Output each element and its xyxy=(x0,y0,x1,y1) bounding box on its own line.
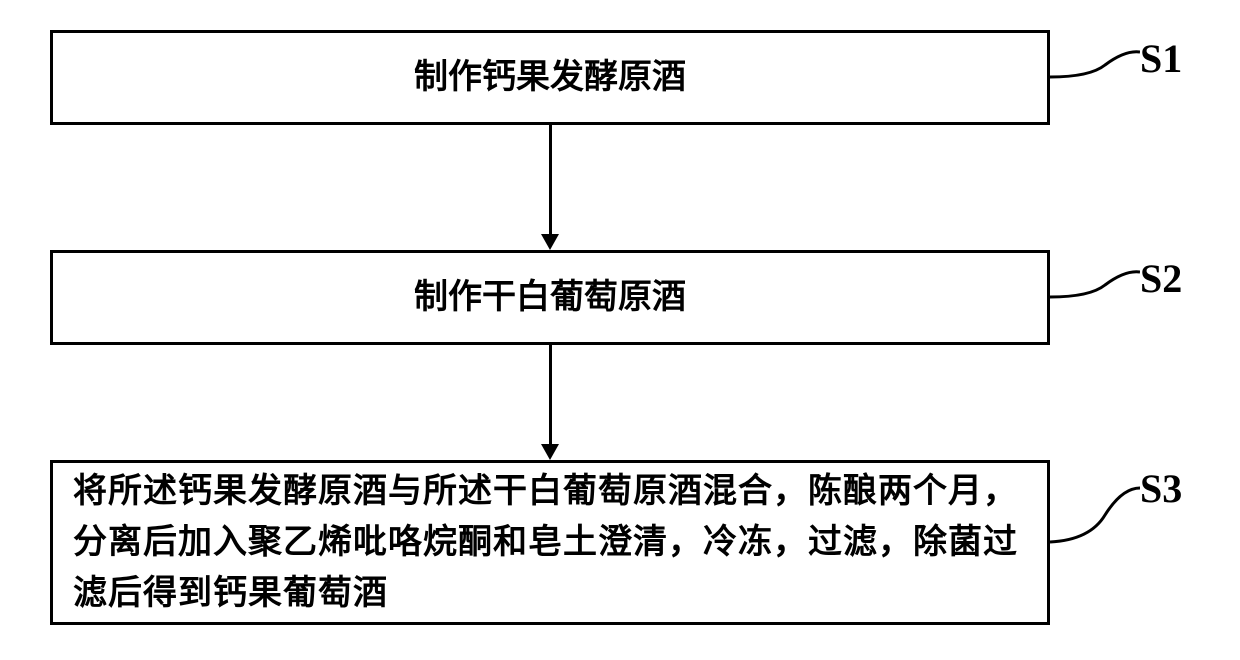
arrow-head-s1-s2 xyxy=(541,234,559,250)
step-box-s2: 制作干白葡萄原酒 xyxy=(50,250,1050,345)
step-s1-text: 制作钙果发酵原酒 xyxy=(414,52,686,103)
step-label-s2: S2 xyxy=(1140,255,1182,302)
step-box-s1: 制作钙果发酵原酒 xyxy=(50,30,1050,125)
step-s3-text: 将所述钙果发酵原酒与所述干白葡萄原酒混合，陈酿两个月，分离后加入聚乙烯吡咯烷酮和… xyxy=(73,466,1027,619)
flowchart-canvas: 制作钙果发酵原酒 S1 制作干白葡萄原酒 S2 将所述钙果发酵原酒与所述干白葡萄… xyxy=(0,0,1240,660)
connector-curve-s3 xyxy=(1050,460,1140,550)
step-label-s3: S3 xyxy=(1140,465,1182,512)
arrow-head-s2-s3 xyxy=(541,444,559,460)
arrow-s1-s2 xyxy=(549,125,552,234)
step-box-s3: 将所述钙果发酵原酒与所述干白葡萄原酒混合，陈酿两个月，分离后加入聚乙烯吡咯烷酮和… xyxy=(50,460,1050,625)
arrow-s2-s3 xyxy=(549,345,552,444)
step-label-s1: S1 xyxy=(1140,35,1182,82)
connector-curve-s2 xyxy=(1050,250,1140,310)
connector-curve-s1 xyxy=(1050,30,1140,90)
step-s2-text: 制作干白葡萄原酒 xyxy=(414,272,686,323)
